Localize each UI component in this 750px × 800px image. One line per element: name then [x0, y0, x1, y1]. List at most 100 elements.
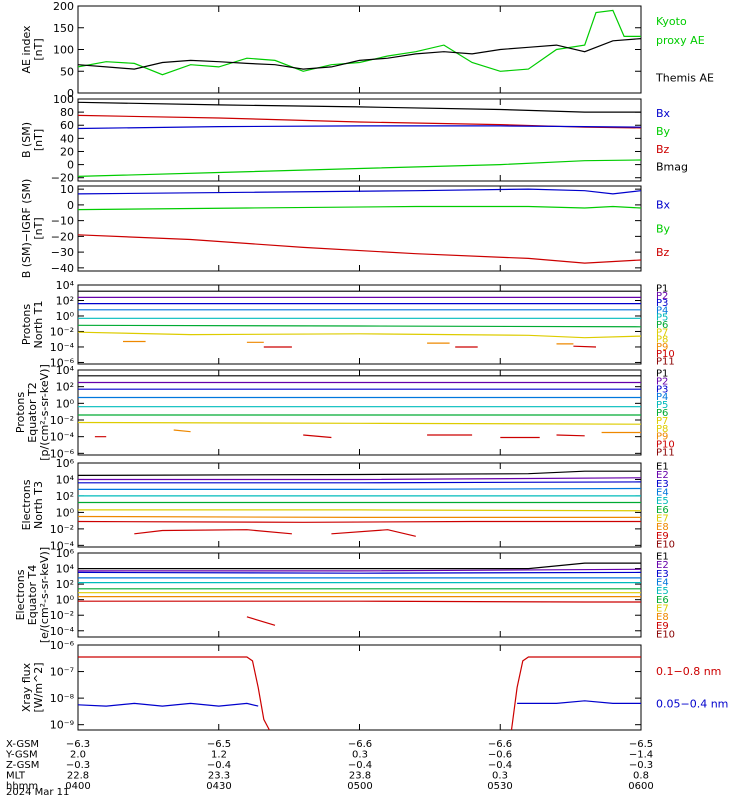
- y-tick-label: 0: [67, 199, 74, 212]
- legend-entry: Kyoto: [656, 15, 687, 28]
- ephemeris-value: −0.3: [629, 760, 653, 771]
- legend-entry: P7: [656, 416, 668, 427]
- y-tick-label: 10⁻⁴: [50, 341, 75, 354]
- y-tick-label: 10⁻⁸: [50, 692, 75, 705]
- legend-entry: P6: [656, 408, 668, 419]
- series-line-0-1-0-8-nm: [78, 656, 641, 730]
- y-tick-label: 10²: [56, 578, 74, 591]
- y-tick-label: 100: [53, 44, 74, 57]
- y-axis-label-line: [nT]: [32, 217, 45, 239]
- y-tick-label: 10⁻⁹: [50, 719, 74, 732]
- y-axis-label-line: Protons: [20, 304, 33, 345]
- legend-entry: P9: [656, 342, 668, 353]
- series-line-bx: [78, 188, 641, 195]
- legend-entry: E4: [656, 578, 669, 589]
- y-axis-label-line: [p/(cm²-s-sr-keV)]: [38, 364, 51, 461]
- y-axis-label: ElectronsEquator T4[e/(cm²-s-sr-keV)]: [14, 547, 51, 643]
- series-line-p7: [78, 421, 641, 425]
- legend-entry: P10: [656, 349, 675, 360]
- y-tick-label: 0: [67, 159, 74, 172]
- ephemeris-value: −6.6: [348, 739, 372, 750]
- y-tick-label: 10: [60, 183, 74, 196]
- panel-protons_t1: 10⁻⁶ 10⁻⁴ 10⁻² 10⁰ 10² 10⁴ ProtonsNorth T1 P1P2…: [20, 279, 675, 369]
- ephemeris-value: 0.8: [633, 771, 649, 782]
- series-line-p10: [94, 434, 585, 439]
- legend-entry: P9: [656, 432, 668, 443]
- legend-entry: P1: [656, 284, 668, 295]
- panel-ae: 0 50 100 150 200 AE index[nT] Kyoto proxy AE The…: [20, 0, 714, 100]
- series-line-e1: [78, 562, 641, 570]
- series-line-e4: [78, 487, 641, 490]
- legend-entry: E8: [656, 612, 669, 623]
- legend-entry: E2: [656, 560, 669, 571]
- series-group: [78, 9, 641, 76]
- y-tick-label: 40: [60, 132, 74, 145]
- y-tick-label: 10⁻²: [50, 325, 74, 338]
- series-group: [78, 290, 641, 348]
- y-tick-label: 10²: [56, 381, 74, 394]
- series-line-0-05-0-4-nm: [78, 700, 641, 707]
- series-line-e3: [78, 481, 641, 484]
- legend-entry: 0.1−0.8 nm: [656, 665, 721, 678]
- series-line-bz: [78, 234, 641, 264]
- legend-entry: proxy AE: [656, 34, 705, 47]
- y-axis-label-line: North T1: [32, 301, 45, 349]
- series-line-e8: [78, 515, 641, 518]
- y-tick-label: 10⁻²: [50, 414, 74, 427]
- legend-entry: E9: [656, 531, 669, 542]
- legend-entry: Themis AE: [655, 72, 714, 85]
- series-line-by: [78, 159, 641, 177]
- ephemeris-table: X-GSM −6.3 −6.5 −6.6 −6.6 −6.5Y-GSM 2.0 1.2 0.3−…: [5, 739, 654, 798]
- legend-entry: P4: [656, 305, 668, 316]
- legend-entry: P2: [656, 376, 668, 387]
- y-tick-label: 10⁰: [56, 506, 75, 519]
- series-line-p9: [173, 429, 641, 434]
- y-tick-label: −10: [51, 215, 74, 228]
- y-tick-label: 10⁶: [56, 457, 75, 470]
- y-tick-label: 100: [53, 93, 74, 106]
- ephemeris-value: −6.5: [207, 739, 231, 750]
- legend-entry: E3: [656, 479, 669, 490]
- ephemeris-value: 0400: [65, 781, 90, 792]
- ephemeris-value: −0.4: [207, 760, 231, 771]
- ephemeris-value: 0600: [628, 781, 653, 792]
- y-axis-label-line: [W/m^2]: [32, 662, 45, 712]
- y-tick-label: 10⁻⁴: [50, 431, 75, 444]
- ephemeris-value: 0.3: [492, 771, 508, 782]
- y-tick-label: 10⁰: [56, 397, 75, 410]
- y-axis-label-line: AE index: [20, 25, 33, 74]
- series-group: [78, 656, 641, 730]
- y-tick-label: 10⁻⁶: [50, 356, 75, 369]
- y-tick-label: 10⁻⁴: [50, 625, 75, 638]
- y-axis-label: Xray flux[W/m^2]: [20, 662, 45, 712]
- ephemeris-value: 2.0: [70, 750, 86, 761]
- series-line-e2: [78, 477, 641, 481]
- y-tick-label: −40: [51, 262, 74, 275]
- legend-entry: P5: [656, 400, 668, 411]
- y-axis-label: ProtonsNorth T1: [20, 301, 45, 349]
- ephemeris-value: −0.4: [488, 760, 512, 771]
- legend-entry: By: [656, 125, 671, 138]
- series-group: [78, 562, 641, 626]
- y-tick-label: 60: [60, 119, 74, 132]
- series-group: [78, 101, 641, 177]
- y-tick-label: −30: [51, 246, 74, 259]
- panel-electrons_t4: 10⁻⁴ 10⁻² 10⁰ 10² 10⁴ 10⁶ ElectronsEquator T4[…: [14, 547, 675, 643]
- y-tick-label: 50: [60, 65, 74, 78]
- y-axis-label-line: Protons: [14, 392, 27, 433]
- legend-entry: Bz: [656, 143, 670, 156]
- legend-entry: E10: [656, 540, 675, 551]
- y-tick-label: 150: [53, 22, 74, 35]
- legend-entry: E7: [656, 514, 669, 525]
- legend-entry: P8: [656, 335, 668, 346]
- legend-entry: P5: [656, 313, 668, 324]
- y-tick-label: 20: [60, 145, 74, 158]
- y-axis-label: B (SM)[nT]: [20, 122, 45, 158]
- ephemeris-value: −1.4: [629, 750, 653, 761]
- series-group: [78, 470, 641, 537]
- series-group: [78, 188, 641, 264]
- legend-entry: Bmag: [656, 161, 688, 174]
- legend-entry: P2: [656, 291, 668, 302]
